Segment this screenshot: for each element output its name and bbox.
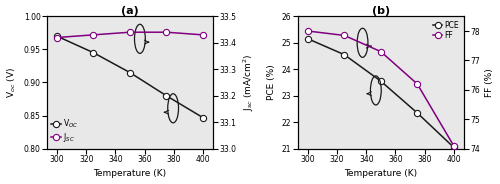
Legend: V$_{OC}$, J$_{SC}$: V$_{OC}$, J$_{SC}$ [50,117,79,145]
Title: (a): (a) [121,6,139,16]
Y-axis label: J$_{sc}$ (mA/cm$^2$): J$_{sc}$ (mA/cm$^2$) [242,54,256,111]
Y-axis label: FF (%): FF (%) [486,68,494,97]
X-axis label: Temperature (K): Temperature (K) [344,169,418,178]
Y-axis label: PCE (%): PCE (%) [268,65,276,100]
Y-axis label: V$_{oc}$ (V): V$_{oc}$ (V) [6,67,18,98]
X-axis label: Temperature (K): Temperature (K) [94,169,166,178]
Title: (b): (b) [372,6,390,16]
Legend: PCE, FF: PCE, FF [432,20,460,40]
